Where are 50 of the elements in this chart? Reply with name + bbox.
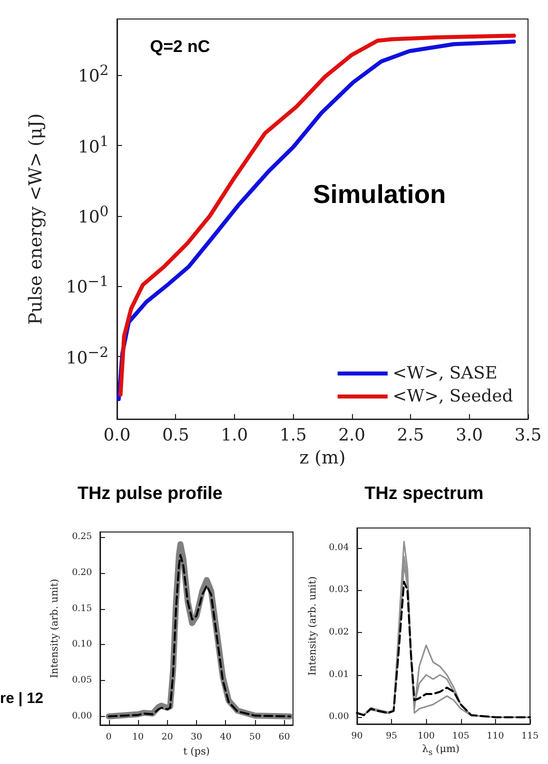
- x-tick-label: 40: [220, 732, 232, 742]
- x-axis-title: z (m): [299, 448, 346, 468]
- text: re | 12: [0, 690, 44, 707]
- y-tick-label: 0.05: [72, 676, 92, 686]
- chart-title: THz pulse profile: [77, 483, 223, 503]
- y-tick-label: 0.00: [328, 712, 350, 722]
- x-tick-label: 110: [486, 732, 504, 742]
- y-tick-label: 0.20: [72, 568, 92, 578]
- x-tick-label: 100: [418, 732, 436, 742]
- x-tick-label: 3.0: [456, 426, 483, 446]
- x-tick-label: 20: [162, 732, 174, 742]
- y-tick-label: 10$^{−1}$: [66, 274, 109, 298]
- y-axis-title: Intensity (arb. unit): [308, 576, 318, 676]
- x-tick-label: 30: [190, 732, 202, 742]
- y-tick-label: 10$^{−2}$: [66, 344, 109, 368]
- y-tick-label: 0.15: [72, 604, 92, 614]
- annotation: Simulation: [313, 179, 446, 209]
- annotation: Q=2 nC: [150, 37, 210, 56]
- y-tick-label: 0.01: [328, 670, 349, 680]
- x-tick-label: 95: [386, 732, 398, 742]
- legend-label: <W>, Seeded: [392, 386, 514, 406]
- x-tick-label: 2.0: [338, 426, 366, 446]
- x-tick-label: 115: [521, 732, 539, 742]
- x-tick-label: 10: [132, 732, 144, 742]
- chart-title: THz spectrum: [364, 483, 484, 503]
- y-tick-label: 0.04: [328, 542, 350, 553]
- y-tick-label: 0.25: [72, 532, 92, 542]
- legend-label: <W>, SASE: [392, 364, 498, 384]
- x-tick-label: 0: [106, 732, 112, 742]
- x-tick-label: 1.0: [220, 426, 248, 446]
- y-tick-label: 0.02: [328, 628, 349, 638]
- y-tick-label: 0.03: [328, 585, 350, 596]
- y-tick-label: 0.00: [72, 711, 92, 722]
- y-tick-label: 0.10: [72, 640, 92, 650]
- y-axis-title: Intensity (arb. unit): [50, 578, 60, 678]
- x-tick-label: 3.5: [514, 426, 542, 446]
- y-tick-label: 10$^{2}$: [78, 63, 109, 87]
- x-axis-title: t (ps): [183, 746, 210, 758]
- x-axis-title: λ$_{s}$ (μm): [422, 744, 460, 757]
- x-tick-label: 0.0: [103, 426, 131, 446]
- y-tick-label: 10$^{0}$: [78, 204, 109, 228]
- x-tick-label: 105: [452, 732, 470, 742]
- x-tick-label: 50: [249, 732, 261, 742]
- x-tick-label: 90: [351, 732, 363, 742]
- y-axis-title: Pulse energy <W> (μJ): [26, 113, 46, 325]
- x-tick-label: 0.5: [162, 426, 190, 446]
- x-tick-label: 1.5: [280, 426, 307, 446]
- x-tick-label: 2.5: [397, 426, 424, 446]
- x-tick-label: 60: [278, 732, 290, 742]
- y-tick-label: 10$^{1}$: [78, 134, 109, 158]
